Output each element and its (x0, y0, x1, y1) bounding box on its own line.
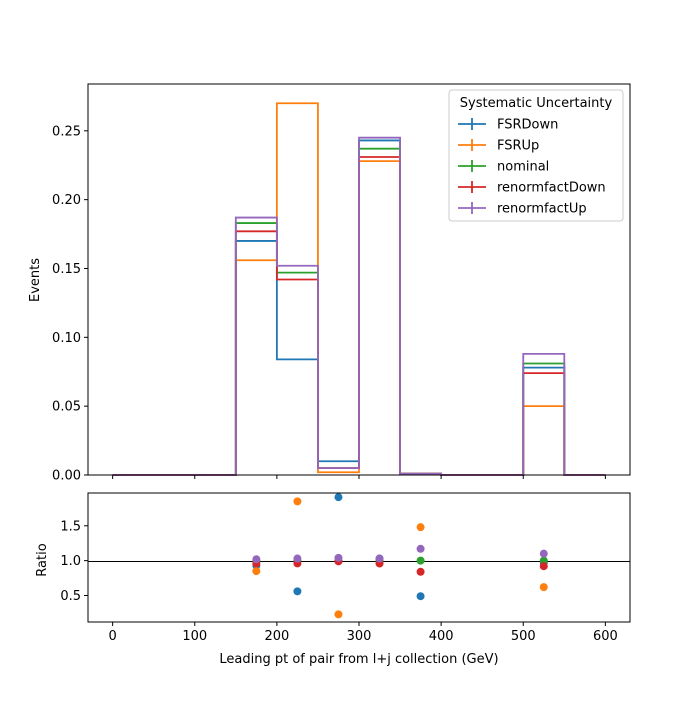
ratio-point-FSRUp (252, 567, 261, 576)
ratio-point-renormfactDown (539, 562, 548, 571)
x-tick-label: 200 (264, 629, 289, 644)
ratio-point-renormfactUp (416, 544, 425, 553)
legend-entry: renormfactUp (458, 202, 587, 217)
ratio-point-renormfactDown (416, 567, 425, 576)
ratio-point-FSRUp (293, 497, 302, 506)
histogram-step-renormfactUp (112, 136, 606, 476)
legend-label: renormfactDown (497, 181, 606, 196)
y-tick-label: 0.05 (52, 400, 81, 415)
legend-entry: FSRDown (458, 118, 558, 133)
ratio-point-FSRDown (293, 587, 302, 596)
ratio-point-FSRUp (539, 583, 548, 592)
ratio-point-renormfactUp (252, 555, 261, 564)
ratio-point-nominal (539, 556, 548, 565)
legend-title: Systematic Uncertainty (460, 96, 613, 111)
ratio-y-tick-label: 0.5 (60, 589, 81, 604)
top-axis-ticks: 0.00 0.05 0.10 0.15 0.20 0.25 (52, 124, 88, 484)
ratio-panel-frame (87, 492, 631, 623)
x-tick-label: 100 (182, 629, 207, 644)
ratio-y-tick-label: 1.0 (60, 554, 81, 569)
legend-label: renormfactUp (497, 202, 587, 217)
y-tick-label: 0.20 (52, 193, 81, 208)
ratio-panel: 0.5 1.0 1.5 (60, 492, 631, 623)
ratio-point-FSRDown (334, 493, 343, 502)
legend-entries: FSRDown FSRUp nominal renormfactDown renormf… (458, 118, 606, 217)
ratio-point-FSRDown (416, 592, 425, 601)
y-tick-label: 0.10 (52, 331, 81, 346)
ratio-point-renormfactUp (375, 554, 384, 563)
ratio-point-nominal (416, 556, 425, 565)
x-tick-label: 400 (429, 629, 454, 644)
ratio-points (252, 493, 548, 619)
legend: Systematic Uncertainty FSRDown FSRUp nomin… (448, 89, 624, 222)
legend-box (448, 89, 624, 222)
x-axis-label: Leading pt of pair from l+j collection (… (219, 652, 498, 667)
legend-entry: nominal (458, 160, 549, 175)
x-axis-ticks: 0 100 200 300 400 500 600 (108, 475, 618, 644)
legend-entry: FSRUp (458, 139, 539, 154)
legend-label: nominal (497, 160, 549, 175)
y-tick-label: 0.00 (52, 469, 81, 484)
x-tick-label: 500 (511, 629, 536, 644)
y-tick-label: 0.25 (52, 124, 81, 139)
histogram-series (112, 102, 606, 476)
y-axis-label-ratio: Ratio (35, 543, 50, 576)
ratio-point-FSRUp (334, 610, 343, 619)
histogram-panel: 0.00 0.05 0.10 0.15 0.20 0.25 (52, 83, 631, 484)
ratio-point-renormfactUp (293, 554, 302, 563)
ratio-axis-ticks: 0.5 1.0 1.5 (60, 519, 88, 604)
legend-entry: renormfactDown (458, 181, 606, 196)
x-tick-label: 300 (347, 629, 372, 644)
x-tick-label: 600 (593, 629, 618, 644)
y-tick-label: 0.15 (52, 262, 81, 277)
ratio-point-renormfactUp (334, 553, 343, 562)
x-tick-label: 0 (108, 629, 116, 644)
ratio-y-tick-label: 1.5 (60, 519, 81, 534)
legend-label: FSRUp (497, 139, 539, 154)
ratio-point-renormfactUp (539, 549, 548, 558)
y-axis-label-events: Events (28, 258, 43, 302)
ratio-point-FSRUp (416, 523, 425, 532)
legend-label: FSRDown (497, 118, 558, 133)
